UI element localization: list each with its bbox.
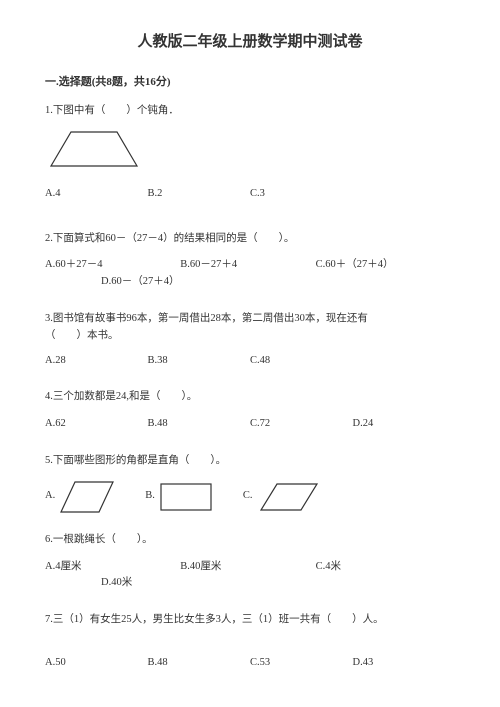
q6-text: 6.一根跳绳长（ ）。: [45, 532, 455, 549]
q7-opt-b: B.48: [148, 655, 251, 672]
q5-label-c: C.: [243, 488, 253, 505]
q3-options: A.28 B.38 C.48: [45, 353, 455, 370]
q4-opt-a: A.62: [45, 416, 148, 433]
q4-opt-b: B.48: [148, 416, 251, 433]
q3-text-2: （ ）本书。: [45, 328, 455, 345]
q6-opt-a: A.4厘米: [45, 559, 180, 576]
question-2: 2.下面算式和60－（27－4）的结果相同的是（ ）。 A.60＋27－4 B.…: [45, 231, 455, 291]
q7-options: A.50 B.48 C.53 D.43: [45, 655, 455, 672]
rhombus-icon: [257, 480, 321, 514]
q3-text-1: 3.图书馆有故事书96本，第一周借出28本，第二周借出30本，现在还有: [45, 311, 455, 328]
q5-shape-a: A.: [45, 480, 115, 514]
q7-text: 7.三（1）有女生25人，男生比女生多3人，三（1）班一共有（ ）人。: [45, 612, 455, 629]
q7-opt-c: C.53: [250, 655, 353, 672]
question-3: 3.图书馆有故事书96本，第一周借出28本，第二周借出30本，现在还有 （ ）本…: [45, 311, 455, 369]
q4-options: A.62 B.48 C.72 D.24: [45, 416, 455, 433]
q2-opt-a: A.60＋27－4: [45, 257, 180, 274]
question-7: 7.三（1）有女生25人，男生比女生多3人，三（1）班一共有（ ）人。 A.50…: [45, 612, 455, 672]
q4-opt-c: C.72: [250, 416, 353, 433]
q1-opt-b: B.2: [148, 186, 251, 203]
q1-text: 1.下图中有（ ）个钝角．: [45, 103, 455, 120]
q6-opt-b: B.40厘米: [180, 559, 315, 576]
q2-options: A.60＋27－4 B.60－27＋4 C.60＋（27＋4） D.60－（27…: [45, 257, 455, 291]
q2-opt-d: D.60－（27＋4）: [45, 274, 455, 291]
q3-opt-b: B.38: [148, 353, 251, 370]
q5-shapes: A. B. C.: [45, 480, 455, 514]
parallelogram-icon: [59, 480, 115, 514]
q5-shape-b: B.: [145, 482, 213, 512]
q6-opt-d: D.40米: [45, 575, 455, 592]
q4-text: 4.三个加数都是24,和是（ ）。: [45, 389, 455, 406]
q5-label-a: A.: [45, 488, 55, 505]
question-4: 4.三个加数都是24,和是（ ）。 A.62 B.48 C.72 D.24: [45, 389, 455, 433]
q1-opt-a: A.4: [45, 186, 148, 203]
question-1: 1.下图中有（ ）个钝角． A.4 B.2 C.3: [45, 103, 455, 203]
q1-options: A.4 B.2 C.3: [45, 186, 455, 203]
trapezoid-shape: [49, 130, 455, 168]
q6-opt-c: C.4米: [316, 559, 451, 576]
q5-label-b: B.: [145, 488, 155, 505]
rectangle-icon: [159, 482, 213, 512]
q7-opt-d: D.43: [353, 655, 456, 672]
q7-opt-a: A.50: [45, 655, 148, 672]
q3-opt-a: A.28: [45, 353, 148, 370]
q2-text: 2.下面算式和60－（27－4）的结果相同的是（ ）。: [45, 231, 455, 248]
q6-options: A.4厘米 B.40厘米 C.4米 D.40米: [45, 559, 455, 593]
q5-shape-c: C.: [243, 480, 321, 514]
q2-opt-b: B.60－27＋4: [180, 257, 315, 274]
page-title: 人教版二年级上册数学期中测试卷: [45, 30, 455, 51]
q3-opt-c: C.48: [250, 353, 353, 370]
question-6: 6.一根跳绳长（ ）。 A.4厘米 B.40厘米 C.4米 D.40米: [45, 532, 455, 592]
q4-opt-d: D.24: [353, 416, 456, 433]
q5-text: 5.下面哪些图形的角都是直角（ ）。: [45, 453, 455, 470]
section-header: 一.选择题(共8题，共16分): [45, 73, 455, 89]
question-5: 5.下面哪些图形的角都是直角（ ）。 A. B. C.: [45, 453, 455, 514]
q2-opt-c: C.60＋（27＋4）: [316, 257, 451, 274]
q1-opt-c: C.3: [250, 186, 353, 203]
